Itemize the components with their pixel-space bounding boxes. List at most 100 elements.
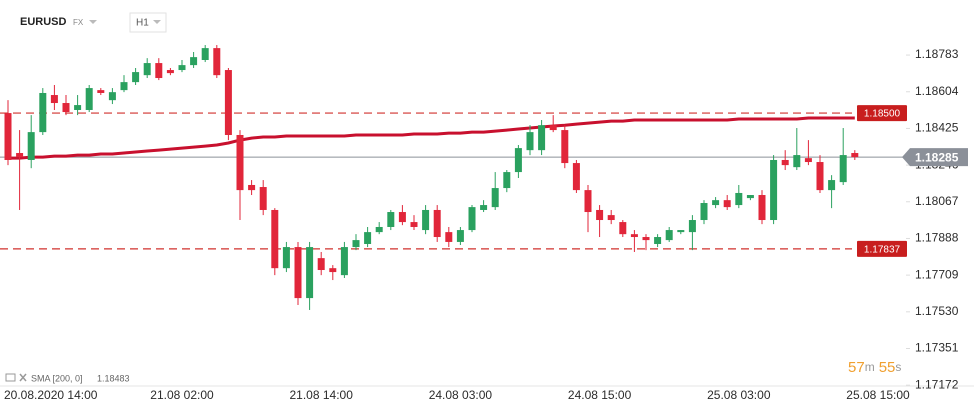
candle-body <box>16 153 24 158</box>
candle-body <box>294 247 302 299</box>
candle-body <box>607 215 615 221</box>
sma-label: SMA [200, 0] <box>31 373 83 383</box>
x-tick-label: 21.08 02:00 <box>150 388 214 402</box>
candle-body <box>364 232 372 244</box>
candle-body <box>700 203 708 221</box>
candle-body <box>120 82 128 91</box>
candle-body <box>793 155 801 168</box>
current-price-label: 1.18285 <box>915 150 959 164</box>
timer-m: m <box>865 360 875 374</box>
x-tick-label: 24.08 15:00 <box>568 388 632 402</box>
candle-body <box>456 230 464 242</box>
y-tick-label: 1.18067 <box>915 194 959 208</box>
y-tick-label: 1.17888 <box>915 231 959 245</box>
candle-body <box>224 70 232 135</box>
timer-s: s <box>895 360 901 374</box>
candle-body <box>259 187 267 210</box>
candle-body <box>306 247 314 299</box>
candle-body <box>503 172 511 189</box>
y-tick-label: 1.18425 <box>915 121 959 135</box>
candle-body <box>619 222 627 235</box>
candle-body <box>816 162 824 191</box>
candle-body <box>514 148 522 173</box>
candle-body <box>851 153 859 158</box>
y-tick-label: 1.18783 <box>915 47 959 61</box>
candle-body <box>27 132 35 160</box>
candle-body <box>155 63 163 79</box>
market-caret[interactable] <box>89 20 97 24</box>
interval-box[interactable] <box>129 12 167 33</box>
timer: 57m 55s <box>848 359 901 376</box>
candle-body <box>758 195 766 221</box>
candle-body <box>804 158 812 163</box>
candle-body <box>85 88 93 110</box>
candle-body <box>688 220 696 233</box>
candle-body <box>712 200 720 206</box>
level-label: 1.17837 <box>864 245 901 256</box>
level-tag <box>857 240 907 257</box>
y-tick-label: 1.17709 <box>915 267 959 281</box>
y-tick-label: 1.17172 <box>915 377 959 391</box>
candle-body <box>677 230 685 233</box>
candle-body <box>329 268 337 273</box>
candle-body <box>665 230 673 241</box>
candle-body <box>213 48 221 76</box>
candle-body <box>746 195 754 199</box>
timer-seconds: 55 <box>879 359 896 376</box>
candle-body <box>445 232 453 242</box>
candle-body <box>178 65 186 71</box>
x-tick-label: 20.08.2020 14:00 <box>4 388 98 402</box>
candle-body <box>340 247 348 276</box>
candle-body <box>584 190 592 213</box>
sma-line <box>8 116 855 160</box>
candle-body <box>828 180 836 191</box>
candle-body <box>4 113 12 160</box>
candle-body <box>491 188 499 208</box>
candle-body <box>538 125 546 151</box>
candle-body <box>201 48 209 60</box>
y-tick-label: 1.17351 <box>915 341 959 355</box>
candle-body <box>50 95 58 104</box>
market: FX <box>73 18 84 27</box>
candle-body <box>166 70 174 74</box>
candle-body <box>642 237 650 241</box>
candle-body <box>143 63 151 76</box>
sma-icon[interactable] <box>5 373 16 382</box>
candle-body <box>654 237 662 244</box>
x-tick-label: 25.08 03:00 <box>707 388 771 402</box>
sma-legend: SMA [200, 0] 1.18483 <box>5 373 130 383</box>
candle-body <box>132 72 140 83</box>
candle-body <box>770 159 778 221</box>
candle-body <box>561 130 569 164</box>
interval-caret[interactable] <box>153 20 161 24</box>
candle-body <box>526 132 534 151</box>
current-price-tag <box>902 148 968 167</box>
candle-body <box>190 57 198 66</box>
symbol[interactable]: EURUSD <box>20 16 67 28</box>
candle-body <box>39 92 47 133</box>
sma-remove[interactable] <box>19 373 27 382</box>
candle-body <box>549 125 557 131</box>
timer-minutes: 57 <box>848 359 865 376</box>
candle-body <box>410 222 418 227</box>
candle-body <box>596 209 604 221</box>
candle-body <box>248 184 256 191</box>
candle-body <box>480 205 488 210</box>
candle-body <box>422 209 430 231</box>
candle-body <box>723 200 731 208</box>
candle-body <box>572 163 580 191</box>
candle-body <box>317 258 325 271</box>
candle-body <box>387 212 395 227</box>
x-tick-label: 25.08 15:00 <box>846 388 910 402</box>
x-tick-label: 21.08 14:00 <box>289 388 353 402</box>
candle-body <box>735 192 743 206</box>
level-label: 1.18500 <box>864 109 901 120</box>
candle-body <box>236 134 244 191</box>
y-tick-label: 1.18604 <box>915 84 959 98</box>
y-tick-label: 1.17530 <box>915 304 959 318</box>
candle-body <box>108 92 116 101</box>
interval[interactable]: H1 <box>136 18 149 29</box>
candle-body <box>271 209 279 269</box>
candle-body <box>433 209 441 238</box>
